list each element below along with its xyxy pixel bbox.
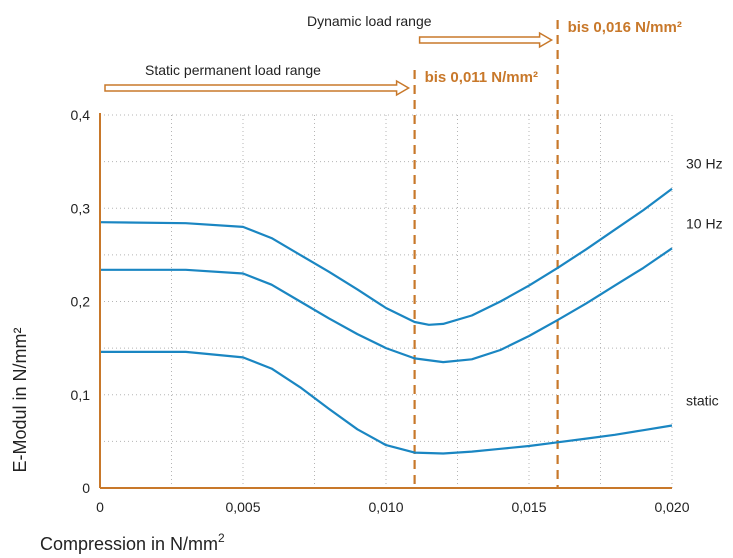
series-label: static: [686, 393, 719, 409]
x-tick-label: 0,010: [368, 499, 403, 515]
series-line: [99, 187, 673, 326]
y-tick-label: 0,2: [71, 294, 91, 310]
range-arrow: [104, 79, 411, 97]
series-label: 10 Hz: [686, 215, 723, 231]
reference-lines: [413, 20, 559, 488]
tick-labels: 0 0,005 0,010 0,015 0,020 0 0,1 0,2 0,3 0,4: [71, 107, 690, 515]
reference-line-label: bis 0,016 N/mm²: [568, 19, 682, 36]
x-tick-label: 0: [96, 499, 104, 515]
reference-line-label: bis 0,011 N/mm²: [425, 69, 538, 86]
y-tick-label: 0,3: [71, 200, 91, 216]
range-label: Dynamic load range: [307, 13, 432, 29]
x-tick-label: 0,015: [511, 499, 546, 515]
y-tick-label: 0: [82, 480, 90, 496]
y-tick-label: 0,4: [71, 107, 91, 123]
x-axis-title: Compression in N/mm2: [40, 531, 225, 554]
y-tick-label: 0,1: [71, 387, 91, 403]
y-axis-title: E-Modul in N/mm²: [10, 327, 30, 472]
x-tick-label: 0,005: [225, 499, 260, 515]
annotations: bis 0,011 N/mm² bis 0,016 N/mm² 30 Hz 10 Hz…: [104, 13, 723, 409]
x-tick-label: 0,020: [654, 499, 689, 515]
series-lines: [99, 187, 673, 455]
grid: [100, 114, 673, 488]
range-label: Static permanent load range: [145, 62, 321, 78]
series-line: [100, 247, 673, 364]
series-line: [100, 350, 673, 455]
range-arrow: [418, 31, 554, 49]
axes: [99, 113, 672, 489]
series-label: 30 Hz: [686, 156, 723, 172]
